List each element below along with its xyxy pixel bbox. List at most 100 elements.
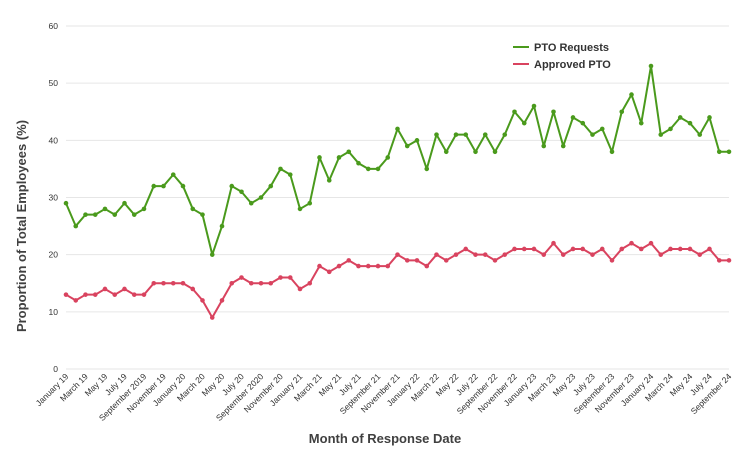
data-point xyxy=(424,263,430,269)
data-point xyxy=(463,246,469,252)
data-point xyxy=(580,246,586,252)
data-point xyxy=(541,143,547,149)
data-point xyxy=(326,178,332,183)
data-point xyxy=(151,183,157,189)
data-point xyxy=(473,252,478,257)
data-point xyxy=(268,183,274,189)
data-point xyxy=(209,315,215,320)
data-point xyxy=(83,212,88,217)
data-point xyxy=(161,280,166,286)
data-point xyxy=(687,246,693,252)
data-point xyxy=(395,252,400,257)
data-point xyxy=(609,258,615,263)
series-1 xyxy=(63,240,732,320)
data-point xyxy=(638,120,644,126)
data-point xyxy=(73,298,79,303)
data-point xyxy=(180,183,186,189)
legend-label: Approved PTO xyxy=(534,59,611,71)
data-point xyxy=(346,258,352,263)
data-point xyxy=(365,263,371,269)
data-point xyxy=(424,166,430,172)
data-point xyxy=(521,120,527,126)
data-point xyxy=(258,280,264,286)
y-tick-label: 10 xyxy=(49,307,59,317)
y-axis-ticks: 0 10 20 30 40 50 60 xyxy=(49,21,59,374)
data-point xyxy=(551,109,556,115)
y-axis-title: Proportion of Total Employees (%) xyxy=(14,120,29,332)
data-point xyxy=(200,212,205,217)
data-point xyxy=(102,206,108,212)
data-point xyxy=(697,132,703,137)
legend: PTO Requests Approved PTO xyxy=(513,42,611,71)
data-point xyxy=(541,252,547,257)
data-point xyxy=(375,166,381,172)
data-point xyxy=(502,132,508,137)
data-point xyxy=(141,206,147,212)
data-point xyxy=(287,275,293,280)
data-point xyxy=(619,246,625,252)
data-point xyxy=(697,252,703,257)
data-point xyxy=(414,138,420,143)
data-point xyxy=(677,115,683,120)
data-point xyxy=(668,246,673,252)
data-point xyxy=(443,258,449,263)
data-point xyxy=(131,292,137,297)
data-point xyxy=(570,115,576,120)
y-tick-label: 30 xyxy=(49,193,59,203)
data-point xyxy=(590,252,595,257)
data-point xyxy=(170,172,176,177)
data-point xyxy=(619,109,625,115)
data-point xyxy=(512,109,517,115)
data-point xyxy=(658,132,664,137)
data-point xyxy=(463,132,469,137)
data-point xyxy=(297,286,303,292)
data-point xyxy=(629,92,634,97)
data-point xyxy=(248,280,254,286)
data-point xyxy=(492,149,498,155)
data-point xyxy=(668,126,673,132)
data-point xyxy=(726,149,732,155)
data-point xyxy=(122,200,127,206)
data-point xyxy=(356,263,361,269)
data-point xyxy=(209,252,215,257)
data-point xyxy=(638,246,644,252)
data-point xyxy=(434,252,439,257)
y-tick-label: 40 xyxy=(49,135,59,145)
data-point xyxy=(726,258,732,263)
data-point xyxy=(92,292,98,297)
data-point xyxy=(200,298,205,303)
data-point xyxy=(239,275,244,280)
data-point xyxy=(190,206,196,212)
data-point xyxy=(73,223,79,229)
data-point xyxy=(512,246,517,252)
data-point xyxy=(190,286,196,292)
data-point xyxy=(570,246,576,252)
data-point xyxy=(258,195,264,200)
data-point xyxy=(473,149,478,155)
data-point xyxy=(356,160,361,166)
data-point xyxy=(375,263,381,269)
data-point xyxy=(229,183,235,189)
series-0 xyxy=(63,63,732,257)
data-point xyxy=(170,280,176,286)
data-point xyxy=(687,120,693,126)
data-point xyxy=(599,246,605,252)
data-point xyxy=(92,212,98,217)
data-point xyxy=(531,103,537,109)
x-axis-title: Month of Response Date xyxy=(309,431,461,446)
data-point xyxy=(648,240,654,246)
data-point xyxy=(317,263,322,269)
data-point xyxy=(434,132,439,137)
data-point xyxy=(560,143,566,149)
data-point xyxy=(414,258,420,263)
data-point xyxy=(336,155,342,160)
y-tick-label: 60 xyxy=(49,21,59,31)
data-point xyxy=(83,292,88,297)
data-point xyxy=(365,166,371,172)
data-point xyxy=(629,240,634,246)
data-point xyxy=(112,292,118,297)
data-point xyxy=(63,292,69,297)
data-point xyxy=(219,223,225,229)
